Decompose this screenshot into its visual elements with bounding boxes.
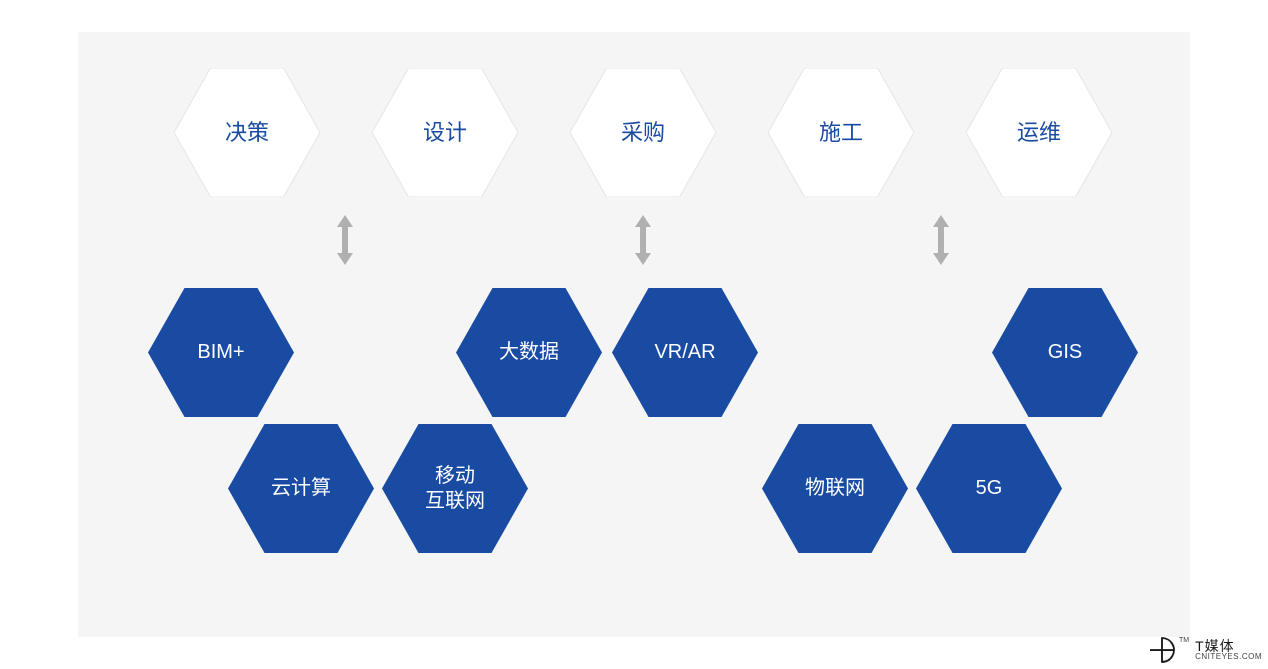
hex-label: 设计 (413, 119, 477, 147)
hex-tech-upper-0: BIM+ (148, 288, 294, 417)
bidirectional-arrow-2 (930, 215, 952, 265)
hex-label: 运维 (1007, 119, 1071, 147)
hex-label: 云计算 (261, 476, 341, 501)
hex-label: VR/AR (644, 340, 725, 365)
brand-logo: TM T媒体 CNITEYES.COM (1147, 635, 1262, 665)
hex-label: 5G (966, 476, 1013, 501)
hex-tech-upper-3: GIS (992, 288, 1138, 417)
hex-tech-lower-2: 物联网 (762, 424, 908, 553)
hex-label: 大数据 (489, 340, 569, 365)
brand-name: T媒体 (1195, 639, 1262, 653)
hex-label: 采购 (611, 119, 675, 147)
brand-tm: TM (1179, 637, 1189, 644)
bidirectional-arrow-1 (632, 215, 654, 265)
brand-url: CNITEYES.COM (1195, 653, 1262, 661)
hex-stage-3: 施工 (768, 68, 914, 197)
hex-label: 施工 (809, 119, 873, 147)
hex-tech-lower-1: 移动互联网 (382, 424, 528, 553)
hex-tech-upper-1: 大数据 (456, 288, 602, 417)
hex-label: 物联网 (795, 476, 875, 501)
hex-tech-lower-3: 5G (916, 424, 1062, 553)
hex-stage-1: 设计 (372, 68, 518, 197)
hex-stage-4: 运维 (966, 68, 1112, 197)
hex-label: GIS (1038, 340, 1092, 365)
hex-tech-upper-2: VR/AR (612, 288, 758, 417)
hex-label: 决策 (215, 119, 279, 147)
diagram-canvas: 决策 设计 采购 施工 运维 BIM+ 大数据 VR/AR GIS 云计算 移动互联网 物联网 5G (78, 32, 1190, 637)
hex-tech-lower-0: 云计算 (228, 424, 374, 553)
bidirectional-arrow-0 (334, 215, 356, 265)
hex-stage-0: 决策 (174, 68, 320, 197)
hex-label: BIM+ (187, 340, 254, 365)
hex-label: 移动互联网 (415, 464, 495, 514)
brand-logo-mark (1147, 635, 1177, 665)
hex-stage-2: 采购 (570, 68, 716, 197)
